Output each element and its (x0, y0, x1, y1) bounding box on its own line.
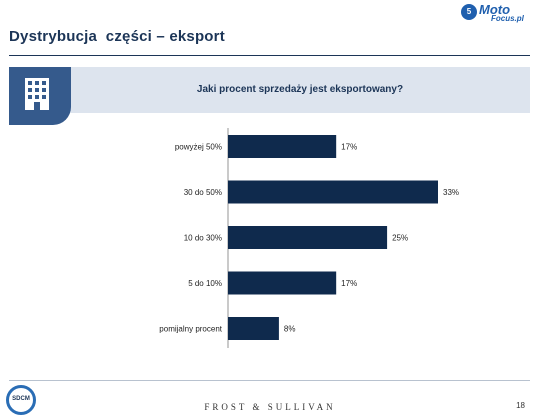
category-label: powyżej 50% (175, 143, 222, 152)
page-number: 18 (516, 401, 525, 410)
footer-brand: FROST & SULLIVAN (204, 402, 336, 412)
motofocus-domain: Focus.pl (491, 14, 524, 23)
motofocus-logo: 5 Moto Focus.pl (461, 2, 531, 25)
bar (228, 135, 337, 158)
category-label: 30 do 50% (184, 188, 222, 197)
category-label: 10 do 30% (184, 234, 222, 243)
bar (228, 226, 388, 249)
value-label: 8% (284, 325, 296, 334)
bar (228, 317, 279, 340)
value-label: 17% (341, 143, 357, 152)
footer-divider (9, 380, 530, 381)
sdcm-text: SDCM (12, 396, 30, 402)
building-icon (25, 78, 49, 110)
bar (228, 271, 337, 295)
value-label: 17% (341, 279, 357, 288)
question-band (9, 67, 530, 113)
sdcm-logo: SDCM (6, 385, 36, 415)
value-label: 25% (392, 234, 408, 243)
bar (228, 180, 438, 204)
motofocus-word: Moto (479, 2, 511, 17)
chart-question: Jaki procent sprzedaży jest eksportowany… (196, 84, 404, 95)
export-share-bar-chart: powyżej 50% 17% 30 do 50% 33% 10 do 30% 25% 5 … (159, 128, 459, 348)
title-divider (9, 55, 530, 56)
category-label: 5 do 10% (188, 279, 222, 288)
category-label: pomijalny procent (159, 325, 222, 334)
motofocus-badge: 5 (461, 4, 477, 20)
icon-tab (9, 67, 71, 125)
value-label: 33% (443, 188, 459, 197)
slide-title: Dystrybucja części – eksport (9, 28, 225, 45)
